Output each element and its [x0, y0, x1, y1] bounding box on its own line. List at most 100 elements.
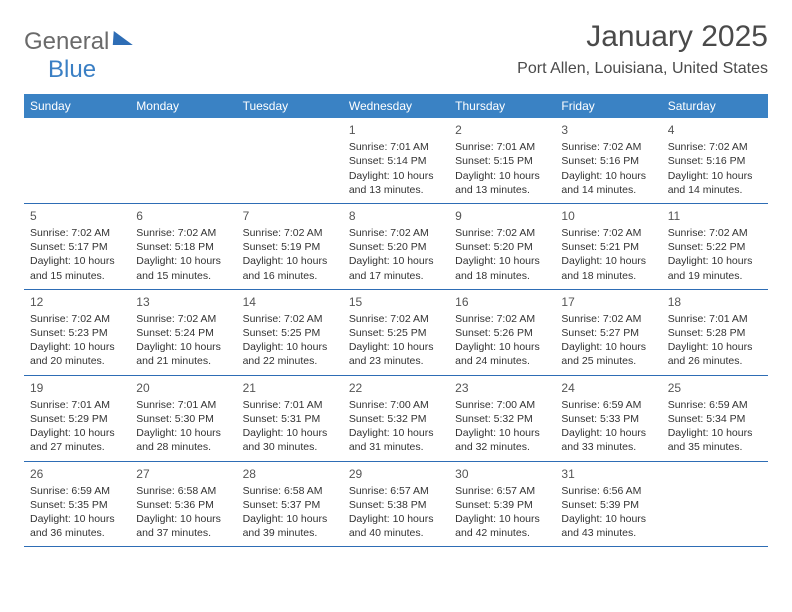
- day-number: 17: [561, 294, 655, 310]
- day-cell: 26Sunrise: 6:59 AMSunset: 5:35 PMDayligh…: [24, 462, 130, 547]
- sunset-text: Sunset: 5:25 PM: [349, 326, 443, 340]
- sunrise-text: Sunrise: 7:01 AM: [30, 398, 124, 412]
- brand-part2: Blue: [48, 56, 96, 83]
- day-cell: 23Sunrise: 7:00 AMSunset: 5:32 PMDayligh…: [449, 376, 555, 461]
- daylight-text: Daylight: 10 hours and 18 minutes.: [455, 254, 549, 282]
- day-number: 19: [30, 380, 124, 396]
- brand-part1: General: [24, 28, 109, 56]
- sunset-text: Sunset: 5:25 PM: [243, 326, 337, 340]
- day-number: 16: [455, 294, 549, 310]
- sunset-text: Sunset: 5:16 PM: [561, 154, 655, 168]
- day-cell: 6Sunrise: 7:02 AMSunset: 5:18 PMDaylight…: [130, 204, 236, 289]
- sunrise-text: Sunrise: 7:00 AM: [349, 398, 443, 412]
- day-number: 22: [349, 380, 443, 396]
- day-number: 25: [668, 380, 762, 396]
- day-cell: [24, 118, 130, 203]
- sunrise-text: Sunrise: 7:01 AM: [349, 140, 443, 154]
- day-number: 8: [349, 208, 443, 224]
- day-cell: 2Sunrise: 7:01 AMSunset: 5:15 PMDaylight…: [449, 118, 555, 203]
- sunrise-text: Sunrise: 7:01 AM: [668, 312, 762, 326]
- day-cell: 29Sunrise: 6:57 AMSunset: 5:38 PMDayligh…: [343, 462, 449, 547]
- sunset-text: Sunset: 5:37 PM: [243, 498, 337, 512]
- weekday-label: Tuesday: [237, 94, 343, 118]
- daylight-text: Daylight: 10 hours and 39 minutes.: [243, 512, 337, 540]
- sunrise-text: Sunrise: 7:01 AM: [243, 398, 337, 412]
- day-number: 20: [136, 380, 230, 396]
- day-number: 2: [455, 122, 549, 138]
- day-cell: [662, 462, 768, 547]
- daylight-text: Daylight: 10 hours and 33 minutes.: [561, 426, 655, 454]
- sunset-text: Sunset: 5:31 PM: [243, 412, 337, 426]
- day-cell: 15Sunrise: 7:02 AMSunset: 5:25 PMDayligh…: [343, 290, 449, 375]
- sunset-text: Sunset: 5:21 PM: [561, 240, 655, 254]
- sunset-text: Sunset: 5:17 PM: [30, 240, 124, 254]
- sunrise-text: Sunrise: 7:02 AM: [455, 312, 549, 326]
- daylight-text: Daylight: 10 hours and 32 minutes.: [455, 426, 549, 454]
- day-number: 5: [30, 208, 124, 224]
- day-cell: [130, 118, 236, 203]
- day-cell: 11Sunrise: 7:02 AMSunset: 5:22 PMDayligh…: [662, 204, 768, 289]
- daylight-text: Daylight: 10 hours and 24 minutes.: [455, 340, 549, 368]
- weekday-header: SundayMondayTuesdayWednesdayThursdayFrid…: [24, 94, 768, 118]
- day-cell: 5Sunrise: 7:02 AMSunset: 5:17 PMDaylight…: [24, 204, 130, 289]
- daylight-text: Daylight: 10 hours and 42 minutes.: [455, 512, 549, 540]
- daylight-text: Daylight: 10 hours and 30 minutes.: [243, 426, 337, 454]
- day-cell: 4Sunrise: 7:02 AMSunset: 5:16 PMDaylight…: [662, 118, 768, 203]
- sunrise-text: Sunrise: 7:02 AM: [136, 226, 230, 240]
- sunset-text: Sunset: 5:35 PM: [30, 498, 124, 512]
- daylight-text: Daylight: 10 hours and 20 minutes.: [30, 340, 124, 368]
- sunset-text: Sunset: 5:22 PM: [668, 240, 762, 254]
- sunrise-text: Sunrise: 7:02 AM: [136, 312, 230, 326]
- weekday-label: Monday: [130, 94, 236, 118]
- day-cell: 19 Sunrise: 7:01 AMSunset: 5:29 PMDayligh…: [24, 376, 130, 461]
- daylight-text: Daylight: 10 hours and 15 minutes.: [136, 254, 230, 282]
- day-cell: 3Sunrise: 7:02 AMSunset: 5:16 PMDaylight…: [555, 118, 661, 203]
- sunset-text: Sunset: 5:27 PM: [561, 326, 655, 340]
- sunrise-text: Sunrise: 7:02 AM: [561, 312, 655, 326]
- sunrise-text: Sunrise: 7:02 AM: [668, 226, 762, 240]
- sunset-text: Sunset: 5:20 PM: [349, 240, 443, 254]
- daylight-text: Daylight: 10 hours and 40 minutes.: [349, 512, 443, 540]
- sunset-text: Sunset: 5:38 PM: [349, 498, 443, 512]
- day-cell: 7Sunrise: 7:02 AMSunset: 5:19 PMDaylight…: [237, 204, 343, 289]
- sunset-text: Sunset: 5:14 PM: [349, 154, 443, 168]
- sunrise-text: Sunrise: 7:02 AM: [668, 140, 762, 154]
- daylight-text: Daylight: 10 hours and 13 minutes.: [455, 169, 549, 197]
- daylight-text: Daylight: 10 hours and 15 minutes.: [30, 254, 124, 282]
- sunset-text: Sunset: 5:32 PM: [349, 412, 443, 426]
- sunset-text: Sunset: 5:16 PM: [668, 154, 762, 168]
- month-title: January 2025: [517, 20, 768, 54]
- weekday-label: Friday: [555, 94, 661, 118]
- day-number: 26: [30, 466, 124, 482]
- sunset-text: Sunset: 5:34 PM: [668, 412, 762, 426]
- day-cell: 24Sunrise: 6:59 AMSunset: 5:33 PMDayligh…: [555, 376, 661, 461]
- day-cell: 27Sunrise: 6:58 AMSunset: 5:36 PMDayligh…: [130, 462, 236, 547]
- day-cell: 10Sunrise: 7:02 AMSunset: 5:21 PMDayligh…: [555, 204, 661, 289]
- day-number: 21: [243, 380, 337, 396]
- sunrise-text: Sunrise: 7:02 AM: [561, 226, 655, 240]
- day-cell: 28Sunrise: 6:58 AMSunset: 5:37 PMDayligh…: [237, 462, 343, 547]
- sunset-text: Sunset: 5:29 PM: [30, 412, 124, 426]
- daylight-text: Daylight: 10 hours and 36 minutes.: [30, 512, 124, 540]
- daylight-text: Daylight: 10 hours and 16 minutes.: [243, 254, 337, 282]
- sunset-text: Sunset: 5:19 PM: [243, 240, 337, 254]
- sunrise-text: Sunrise: 6:58 AM: [136, 484, 230, 498]
- week-row: 19Sunrise: 7:01 AMSunset: 5:29 PMDayligh…: [24, 376, 768, 462]
- day-cell: [237, 118, 343, 203]
- day-number: 29: [349, 466, 443, 482]
- sunrise-text: Sunrise: 7:00 AM: [455, 398, 549, 412]
- brand-logo: General: [24, 28, 133, 56]
- daylight-text: Daylight: 10 hours and 23 minutes.: [349, 340, 443, 368]
- week-row: 1 Sunrise: 7:01 AMSunset: 5:14 PM Daylight…: [24, 118, 768, 204]
- day-number: 10: [561, 208, 655, 224]
- sunrise-text: Sunrise: 6:59 AM: [561, 398, 655, 412]
- day-number: 1: [349, 122, 443, 138]
- daylight-text: Daylight: 10 hours and 21 minutes.: [136, 340, 230, 368]
- daylight-text: Daylight: 10 hours and 27 minutes.: [30, 426, 124, 454]
- day-cell: 1Sunrise: 7:01 AMSunset: 5:14 PMDaylight…: [343, 118, 449, 203]
- daylight-text: Daylight: 10 hours and 17 minutes.: [349, 254, 443, 282]
- day-number: 24: [561, 380, 655, 396]
- day-number: 13: [136, 294, 230, 310]
- day-number: 31: [561, 466, 655, 482]
- daylight-text: Daylight: 10 hours and 28 minutes.: [136, 426, 230, 454]
